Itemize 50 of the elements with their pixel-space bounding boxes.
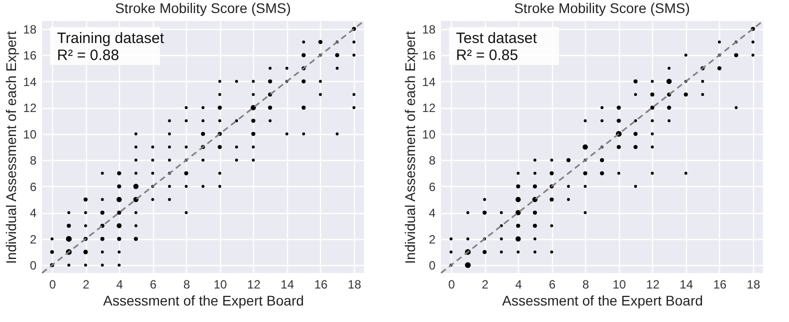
- y-tick-label: 2: [30, 232, 37, 246]
- x-tick-label: 16: [713, 278, 727, 292]
- y-tick-label: 16: [422, 48, 436, 63]
- x-tick-label: 14: [680, 278, 694, 292]
- y-axis-title: Individual Assessment of each Expert: [402, 31, 418, 264]
- y-tick-label: 18: [422, 22, 436, 36]
- x-tick-label: 4: [116, 278, 124, 292]
- x-tick-label: 0: [49, 278, 56, 292]
- x-tick-label: 12: [646, 278, 660, 292]
- y-tick-label: 4: [30, 206, 37, 220]
- y-tick-label: 6: [30, 180, 37, 194]
- x-tick-label: 10: [214, 278, 228, 292]
- x-tick-label: 18: [348, 278, 362, 292]
- annotation: R² = 0.85: [456, 47, 518, 64]
- x-axis-title: Assessment of the Expert Board: [502, 292, 703, 308]
- y-axis-title: Individual Assessment of each Expert: [3, 31, 20, 264]
- x-tick-label: 6: [548, 278, 556, 292]
- x-tick-label: 16: [314, 278, 328, 292]
- x-tick-label: 4: [515, 278, 522, 292]
- y-tick-label: 4: [428, 206, 436, 220]
- annotation: Test dataset: [456, 30, 538, 47]
- x-tick-label: 14: [280, 278, 294, 292]
- y-tick-label: 0: [30, 258, 37, 273]
- y-tick-label: 6: [428, 180, 436, 194]
- y-tick-label: 0: [428, 258, 436, 273]
- chart-title: Stroke Mobility Score (SMS): [514, 0, 690, 16]
- x-tick-label: 6: [150, 278, 157, 292]
- x-tick-label: 18: [746, 278, 760, 292]
- chart-title: Stroke Mobility Score (SMS): [115, 0, 291, 16]
- x-axis-title: Assessment of the Expert Board: [103, 292, 304, 308]
- y-tick-label: 10: [23, 127, 37, 142]
- y-tick-label: 12: [422, 101, 436, 116]
- y-tick-label: 8: [30, 154, 37, 168]
- y-tick-label: 14: [23, 74, 37, 89]
- y-tick-label: 18: [23, 22, 37, 36]
- y-tick-label: 14: [422, 74, 436, 89]
- x-tick-label: 10: [612, 278, 626, 292]
- x-tick-label: 8: [582, 278, 590, 292]
- x-tick-label: 0: [448, 278, 456, 292]
- y-tick-label: 12: [23, 101, 37, 116]
- y-tick-label: 8: [428, 154, 436, 168]
- annotation: Training dataset: [57, 30, 165, 47]
- x-tick-label: 2: [482, 278, 489, 292]
- x-tick-label: 8: [183, 278, 190, 292]
- y-tick-label: 16: [23, 48, 37, 63]
- annotation: R² = 0.88: [57, 47, 120, 64]
- x-tick-label: 2: [82, 278, 90, 292]
- y-tick-label: 10: [422, 127, 436, 142]
- y-tick-label: 2: [428, 232, 436, 246]
- x-tick-label: 12: [247, 278, 261, 292]
